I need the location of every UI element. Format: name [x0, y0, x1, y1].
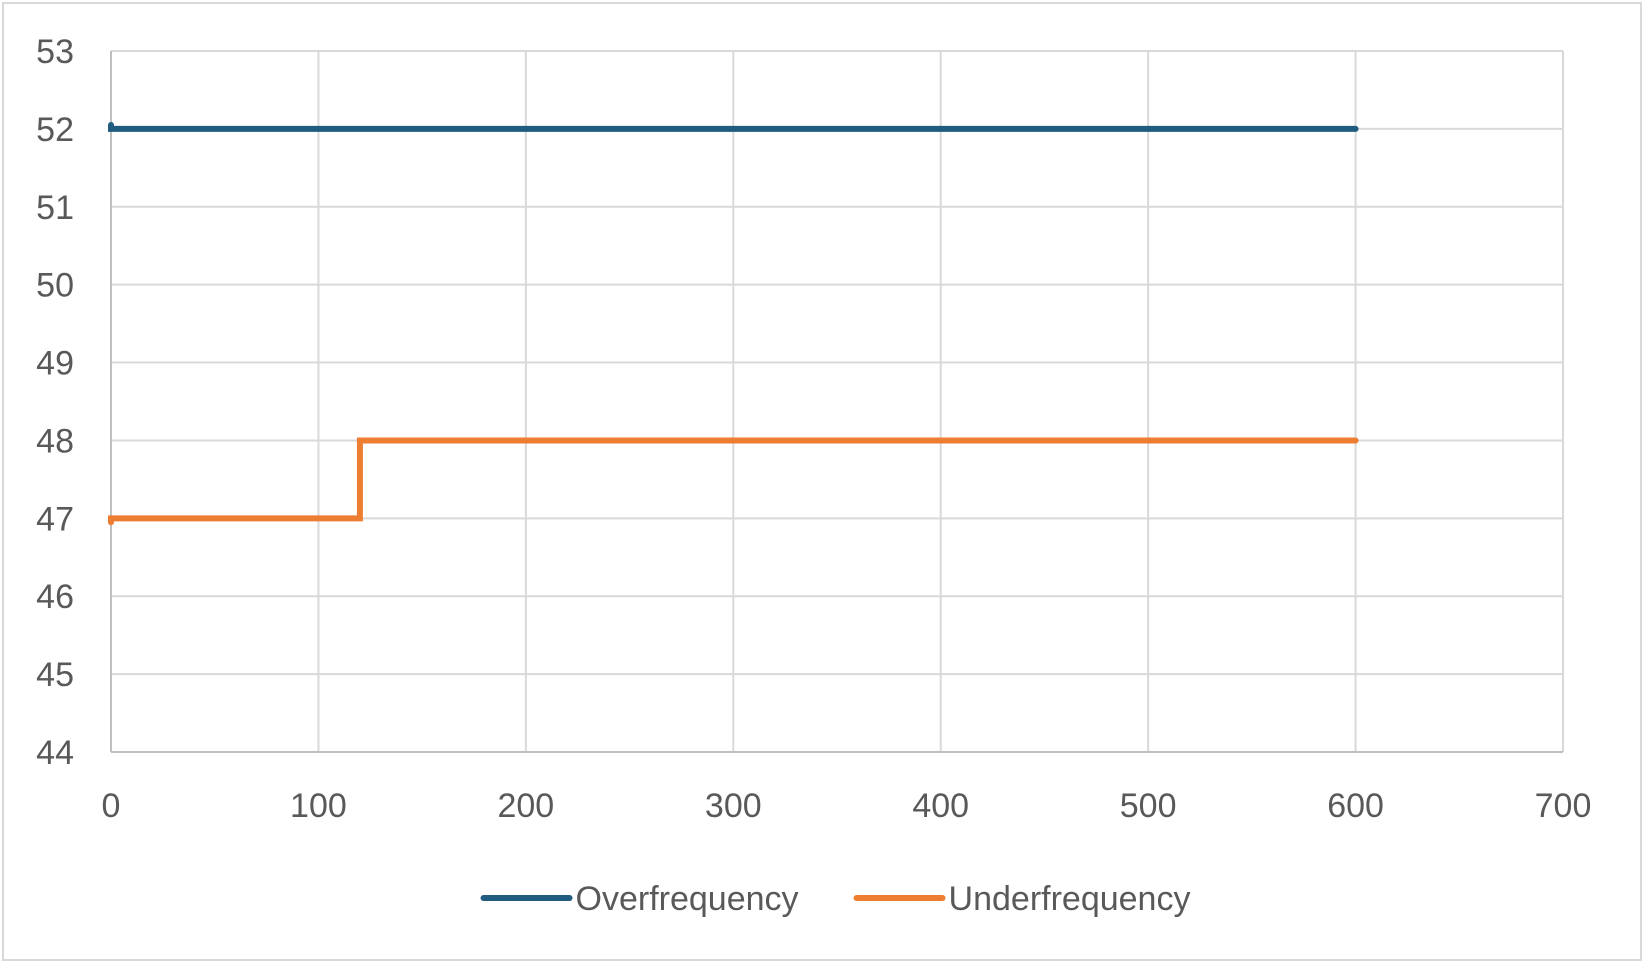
y-tick-label-48: 48: [36, 422, 74, 460]
y-tick-label-47: 47: [36, 500, 74, 538]
axes: [110, 51, 1563, 753]
x-tick-label-300: 300: [705, 787, 762, 825]
y-tick-label-45: 45: [36, 656, 74, 694]
y-tick-label-53: 53: [36, 33, 74, 71]
x-tick-label-400: 400: [912, 787, 969, 825]
y-tick-label-44: 44: [36, 734, 74, 772]
legend-item-underfrequency: Underfrequency: [853, 880, 1191, 918]
legend-label-underfrequency: Underfrequency: [949, 880, 1191, 918]
x-tick-label-500: 500: [1120, 787, 1177, 825]
y-tick-label-49: 49: [36, 345, 74, 383]
y-tick-label-46: 46: [36, 578, 74, 616]
y-axis-tick-labels: 44 45 46 47 48 49 50 51 52 53: [36, 33, 74, 772]
legend: Overfrequency Underfrequency: [480, 880, 1191, 918]
legend-item-overfrequency: Overfrequency: [480, 880, 799, 918]
x-tick-label-200: 200: [497, 787, 554, 825]
grid: [111, 50, 1564, 752]
x-tick-label-700: 700: [1535, 787, 1592, 825]
x-tick-label-600: 600: [1327, 787, 1384, 825]
x-tick-label-0: 0: [102, 787, 121, 825]
x-tick-label-100: 100: [290, 787, 347, 825]
legend-label-overfrequency: Overfrequency: [576, 880, 799, 918]
series-line-overfrequency: [108, 121, 1359, 132]
y-tick-label-51: 51: [36, 189, 74, 227]
y-tick-label-52: 52: [36, 111, 74, 149]
x-axis-tick-labels: 0 100 200 300 400 500 600 700: [102, 787, 1592, 825]
series-line-underfrequency: [108, 437, 1359, 526]
series-lines: [108, 121, 1359, 526]
y-tick-label-50: 50: [36, 267, 74, 305]
